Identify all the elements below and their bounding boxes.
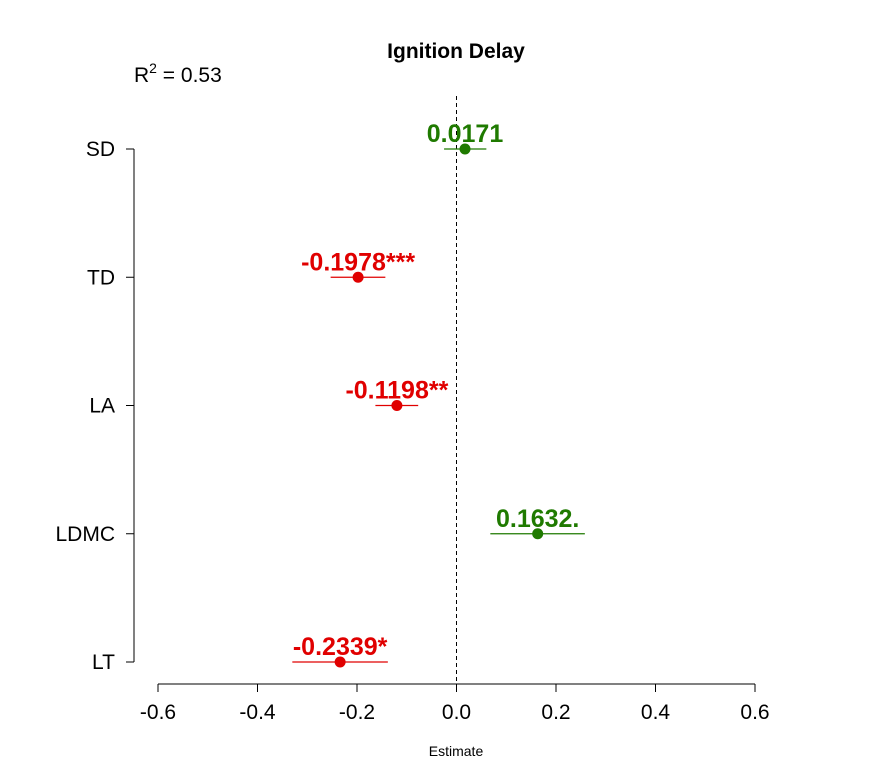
x-tick-label: 0.0	[442, 701, 471, 724]
r-squared-value: = 0.53	[157, 64, 222, 87]
y-tick-label: LDMC	[55, 523, 115, 546]
estimate-label: 0.0171	[427, 120, 504, 148]
x-axis-label: Estimate	[429, 743, 484, 759]
estimate-point	[334, 656, 346, 668]
estimate-label: -0.2339*	[293, 633, 388, 661]
chart-marks: 0.0171 -0.1978*** -0.1198** 0.1632. -0.2339*	[292, 96, 585, 684]
axes: -0.6 -0.4 -0.2 0.0 0.2 0.4 0.6 SD TD LA LDMC LT	[55, 138, 769, 724]
x-tick-label: -0.6	[140, 701, 176, 724]
x-tick-label: 0.6	[740, 701, 769, 724]
estimate-point	[532, 528, 544, 540]
y-tick-label: SD	[86, 138, 115, 161]
r-squared-prefix: R	[134, 64, 149, 87]
x-tick-label: -0.2	[339, 701, 375, 724]
estimate-point	[391, 400, 403, 411]
y-tick-label: TD	[87, 266, 115, 289]
estimate-label: -0.1198**	[345, 377, 448, 405]
estimate-point	[459, 143, 471, 155]
x-tick-label: -0.4	[239, 701, 276, 724]
y-tick-label: LT	[92, 651, 115, 674]
chart-title: Ignition Delay	[387, 40, 525, 63]
x-tick-label: 0.2	[541, 701, 570, 724]
estimate-label: 0.1632.	[496, 505, 579, 533]
r-squared-annotation: R2 = 0.53	[134, 60, 222, 87]
y-tick-label: LA	[89, 395, 115, 418]
x-tick-label: 0.4	[641, 701, 671, 724]
estimate-label: -0.1978***	[301, 248, 415, 276]
r-squared-superscript: 2	[149, 60, 157, 76]
estimate-point	[352, 271, 364, 283]
